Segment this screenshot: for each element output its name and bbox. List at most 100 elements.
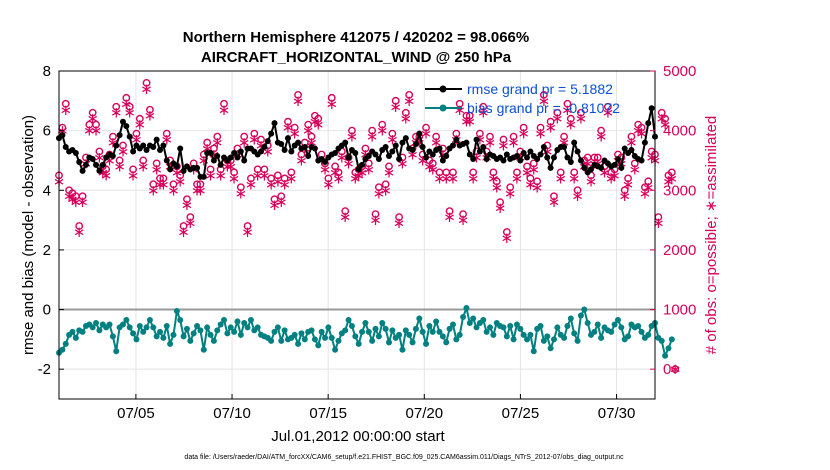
bias-point (537, 322, 544, 329)
obs-assimilated-point: ∗ (595, 129, 608, 146)
rmse-point (79, 167, 86, 174)
obs-assimilated-point: ∗ (453, 102, 466, 119)
bias-point (608, 328, 615, 335)
obs-assimilated-point: ∗ (538, 93, 551, 110)
obs-possible-point (428, 159, 437, 168)
rmse-point (231, 150, 238, 156)
obs-possible-point (462, 111, 471, 120)
obs-possible-point (371, 210, 380, 219)
obs-possible-point (577, 108, 585, 117)
obs-assimilated-point: ∗ (265, 176, 278, 193)
obs-assimilated-point: ∗ (548, 194, 561, 211)
bias-point (93, 319, 100, 326)
obs-possible-point (129, 165, 137, 174)
obs-possible-point (597, 126, 606, 135)
obs-possible-point (304, 120, 313, 129)
bias-point (140, 328, 147, 335)
obs-assimilated-point: ∗ (494, 200, 507, 217)
obs-possible-point (627, 132, 636, 141)
obs-possible-point (519, 123, 528, 132)
bias-point (254, 324, 261, 331)
obs-possible-point (489, 168, 498, 177)
rmse-point (598, 164, 605, 171)
bias-point (113, 348, 120, 355)
obs-assimilated-point: ∗ (666, 170, 679, 187)
obs-assimilated-point: ∗ (140, 81, 153, 98)
bias-point (362, 319, 369, 326)
bias-point (503, 333, 510, 340)
rmse-point (93, 161, 100, 168)
rmse-point (278, 141, 285, 148)
rmse-point (305, 152, 312, 159)
rmse-point (547, 164, 554, 171)
y-left-tick-label: 4 (43, 182, 51, 199)
obs-possible-point (422, 123, 430, 132)
obs-possible-point (102, 165, 111, 174)
obs-assimilated-point: ∗ (652, 215, 665, 232)
obs-assimilated-point: ∗ (571, 188, 584, 205)
rmse-point (385, 152, 392, 159)
rmse-point (402, 135, 409, 142)
legend: rmse grand pr = 5.1882 bias grand pr = -… (425, 81, 620, 116)
obs-possible-point (563, 99, 572, 108)
bias-point (157, 328, 164, 335)
rmse-point (476, 148, 483, 155)
obs-assimilated-point: ∗ (383, 164, 396, 181)
obs-possible-point (247, 174, 255, 183)
bias-point (237, 331, 244, 338)
obs-assimilated-point: ∗ (393, 215, 406, 232)
obs-possible-point (603, 102, 612, 111)
obs-possible-point (61, 99, 70, 108)
bias-point (244, 324, 251, 331)
obs-possible-point (142, 79, 151, 87)
obs-possible-point (267, 174, 276, 183)
obs-possible-point (570, 168, 579, 177)
obs-possible-point (364, 159, 373, 168)
obs-possible-point (314, 114, 323, 123)
bias-point (419, 328, 426, 335)
bias-point (227, 324, 234, 331)
obs-assimilated-point: ∗ (504, 185, 517, 202)
bias-point (443, 339, 450, 346)
obs-assimilated-point: ∗ (531, 179, 544, 196)
rmse-point (130, 148, 137, 155)
bias-series (56, 304, 675, 359)
obs-possible-point (179, 222, 188, 230)
rmse-point (638, 157, 645, 164)
obs-possible-point (573, 186, 582, 195)
obs-possible-point (385, 162, 393, 171)
rmse-point (641, 139, 648, 146)
obs-possible-point (125, 102, 134, 111)
rmse-point (177, 145, 184, 152)
obs-assimilated-point: ∗ (342, 155, 355, 172)
rmse-point (180, 167, 187, 174)
rmse-point (352, 150, 359, 156)
rmse-point (194, 164, 201, 171)
obs-assimilated-point: ∗ (544, 120, 557, 137)
obs-assimilated-point: ∗ (477, 105, 490, 122)
bias-point (429, 328, 436, 335)
bias-point (490, 331, 497, 338)
obs-assimilated-point: ∗ (245, 176, 258, 193)
bias-point (382, 325, 389, 332)
bias-point (638, 328, 645, 335)
bias-point (510, 336, 517, 343)
y-right-axis-label: # of obs: o=possible; ∗=assimilated (703, 116, 720, 355)
obs-assimilated-point: ∗ (255, 138, 268, 155)
obs-possible-point (284, 117, 292, 126)
obs-possible-point (159, 174, 168, 183)
obs-possible-point (499, 135, 508, 144)
bias-point (204, 324, 211, 331)
x-tick-label: 07/30 (598, 405, 636, 422)
bias-point (567, 315, 574, 322)
rmse-point (577, 157, 584, 164)
obs-assimilated-point: ∗ (113, 158, 126, 175)
bias-point (423, 340, 430, 347)
obs-assimilated-point: ∗ (565, 117, 578, 134)
obs-possible-point (334, 168, 343, 177)
rmse-point (237, 148, 244, 155)
bias-point (136, 322, 143, 329)
bias-point (177, 316, 184, 323)
obs-possible-point (240, 132, 249, 141)
rmse-point (500, 157, 507, 164)
